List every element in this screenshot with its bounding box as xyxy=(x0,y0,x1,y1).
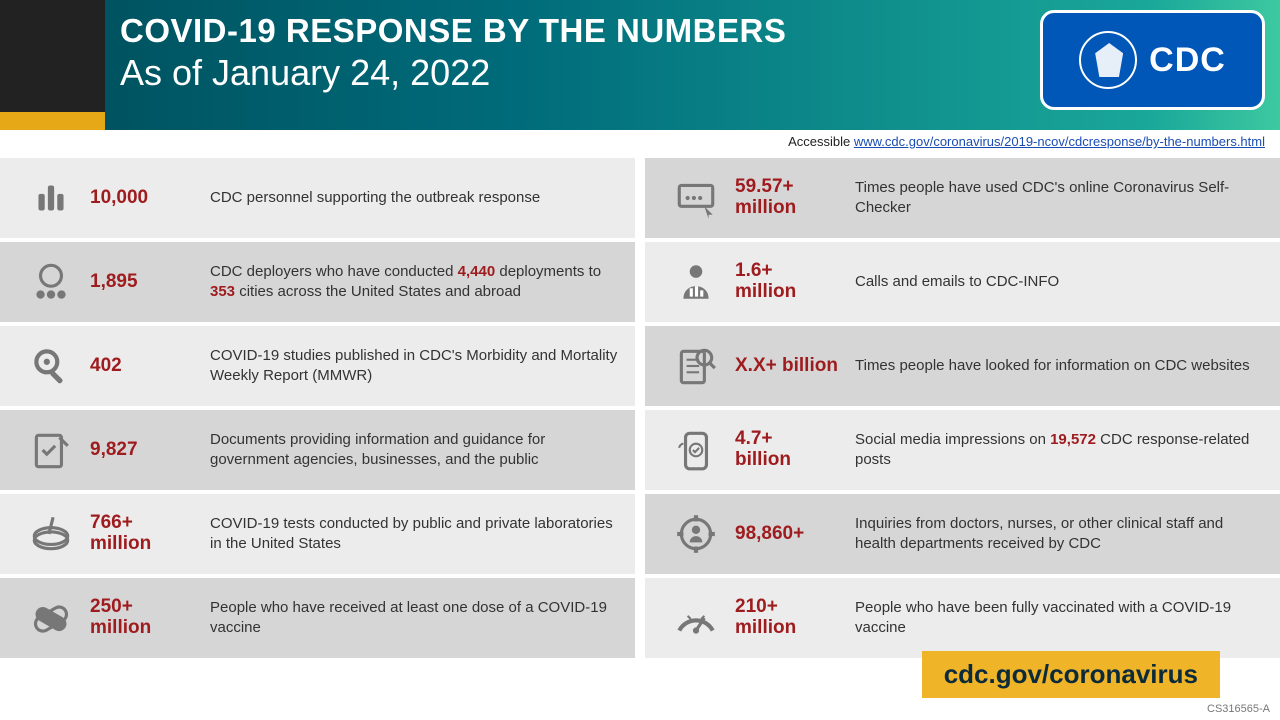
stat-desc: COVID-19 studies published in CDC's Morb… xyxy=(210,346,621,387)
stat-value: 766+million xyxy=(90,513,210,555)
side-accent-bar xyxy=(0,112,105,130)
stat-row: 1,895 CDC deployers who have conducted 4… xyxy=(0,242,635,322)
person-bars-icon xyxy=(657,259,735,305)
title-group: COVID-19 RESPONSE BY THE NUMBERS As of J… xyxy=(120,12,786,94)
stat-value: X.X+ billion xyxy=(735,356,855,377)
stat-row: 766+million COVID-19 tests conducted by … xyxy=(0,494,635,574)
stat-desc: COVID-19 tests conducted by public and p… xyxy=(210,514,621,555)
right-column: 59.57+million Times people have used CDC… xyxy=(645,158,1280,662)
stat-row: 4.7+billion Social media impressions on … xyxy=(645,410,1280,490)
stat-desc: Calls and emails to CDC-INFO xyxy=(855,272,1266,292)
page-subtitle: As of January 24, 2022 xyxy=(120,52,786,94)
stat-desc: CDC deployers who have conducted 4,440 d… xyxy=(210,262,621,303)
stat-row: X.X+ billion Times people have looked fo… xyxy=(645,326,1280,406)
reference-code: CS316565-A xyxy=(1207,703,1270,715)
stat-desc: Social media impressions on 19,572 CDC r… xyxy=(855,430,1266,471)
stat-value: 9,827 xyxy=(90,440,210,461)
stat-row: 402 COVID-19 studies published in CDC's … xyxy=(0,326,635,406)
stat-desc: Times people have looked for information… xyxy=(855,356,1266,376)
stat-value: 98,860+ xyxy=(735,524,855,545)
stat-row: 210+million People who have been fully v… xyxy=(645,578,1280,658)
stat-desc: Inquiries from doctors, nurses, or other… xyxy=(855,514,1266,555)
stat-desc: CDC personnel supporting the outbreak re… xyxy=(210,188,621,208)
stat-desc: Documents providing information and guid… xyxy=(210,430,621,471)
left-column: 10,000 CDC personnel supporting the outb… xyxy=(0,158,635,662)
stat-desc: People who have been fully vaccinated wi… xyxy=(855,598,1266,639)
clipboard-search-icon xyxy=(657,343,735,389)
stat-value: 210+million xyxy=(735,597,855,639)
stat-value: 59.57+million xyxy=(735,177,855,219)
stat-row: 59.57+million Times people have used CDC… xyxy=(645,158,1280,238)
stat-value: 4.7+billion xyxy=(735,429,855,471)
accessible-link-line: Accessible www.cdc.gov/coronavirus/2019-… xyxy=(788,134,1265,149)
stats-grid: 10,000 CDC personnel supporting the outb… xyxy=(0,158,1280,662)
stat-row: 1.6+million Calls and emails to CDC-INFO xyxy=(645,242,1280,322)
stat-value: 250+million xyxy=(90,597,210,639)
stat-desc: People who have received at least one do… xyxy=(210,598,621,639)
person-gear-icon xyxy=(657,511,735,557)
side-block xyxy=(0,0,105,112)
stat-row: 10,000 CDC personnel supporting the outb… xyxy=(0,158,635,238)
footer-url[interactable]: cdc.gov/coronavirus xyxy=(922,651,1220,698)
page-title: COVID-19 RESPONSE BY THE NUMBERS xyxy=(120,12,786,50)
magnifier-icon xyxy=(12,343,90,389)
stat-desc: Times people have used CDC's online Coro… xyxy=(855,178,1266,219)
phone-check-icon xyxy=(657,427,735,473)
accessible-label: Accessible xyxy=(788,134,850,149)
cdc-logo: CDC xyxy=(1040,10,1265,110)
globe-people-icon xyxy=(12,259,90,305)
bandaid-icon xyxy=(12,595,90,641)
stat-value: 1,895 xyxy=(90,272,210,293)
petri-dish-icon xyxy=(12,511,90,557)
hhs-seal-icon xyxy=(1079,31,1137,89)
stat-row: 98,860+ Inquiries from doctors, nurses, … xyxy=(645,494,1280,574)
stat-value: 10,000 xyxy=(90,188,210,209)
stat-row: 9,827 Documents providing information an… xyxy=(0,410,635,490)
header-banner: COVID-19 RESPONSE BY THE NUMBERS As of J… xyxy=(0,0,1280,130)
laptop-click-icon xyxy=(657,175,735,221)
stat-row: 250+million People who have received at … xyxy=(0,578,635,658)
gauge-icon xyxy=(657,595,735,641)
stat-value: 402 xyxy=(90,356,210,377)
stat-value: 1.6+million xyxy=(735,261,855,303)
accessible-link[interactable]: www.cdc.gov/coronavirus/2019-ncov/cdcres… xyxy=(854,134,1265,149)
cdc-logo-text: CDC xyxy=(1149,41,1226,80)
people-hands-icon xyxy=(12,175,90,221)
document-check-icon xyxy=(12,427,90,473)
